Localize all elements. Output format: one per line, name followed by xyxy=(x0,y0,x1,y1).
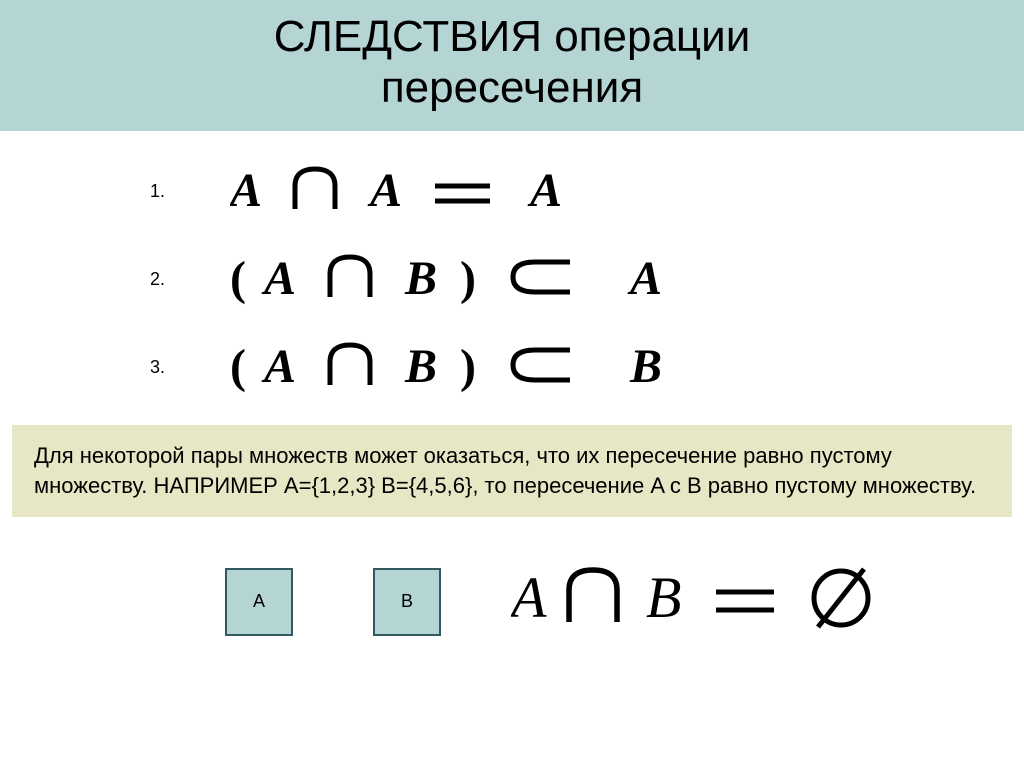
svg-text:A: A xyxy=(367,164,402,217)
svg-text:A: A xyxy=(527,164,562,217)
title-bar: СЛЕДСТВИЯ операции пересечения xyxy=(0,0,1024,131)
page-title: СЛЕДСТВИЯ операции пересечения xyxy=(40,12,984,113)
note-box: Для некоторой пары множеств может оказат… xyxy=(12,425,1012,516)
bottom-formula: A B xyxy=(511,562,901,642)
set-box-a: A xyxy=(225,568,293,636)
formula-1: A A A xyxy=(230,161,650,221)
formula-number: 1. xyxy=(150,181,230,202)
set-box-b: B xyxy=(373,568,441,636)
svg-text:A: A xyxy=(261,252,296,305)
svg-text:A: A xyxy=(627,252,662,305)
note-text: Для некоторой пары множеств может оказат… xyxy=(34,443,976,498)
formula-row-3: 3. ( A B ) B xyxy=(150,337,1024,397)
formula-number: 2. xyxy=(150,269,230,290)
svg-text:A: A xyxy=(230,164,262,217)
svg-text:A: A xyxy=(261,340,296,393)
svg-text:B: B xyxy=(629,340,662,393)
svg-text:): ) xyxy=(460,340,476,393)
formula-3: ( A B ) B xyxy=(230,337,790,397)
set-label-b: B xyxy=(401,591,413,612)
set-boxes: A B xyxy=(225,568,441,636)
formula-list: 1. A A A 2. ( A B ) A xyxy=(150,161,1024,397)
formula-2: ( A B ) A xyxy=(230,249,790,309)
svg-text:B: B xyxy=(646,565,681,630)
svg-text:B: B xyxy=(404,252,437,305)
svg-text:): ) xyxy=(460,252,476,305)
svg-text:(: ( xyxy=(230,252,246,305)
svg-text:A: A xyxy=(511,565,547,630)
title-line1: СЛЕДСТВИЯ операции xyxy=(274,12,751,61)
formula-row-2: 2. ( A B ) A xyxy=(150,249,1024,309)
formula-number: 3. xyxy=(150,357,230,378)
svg-text:B: B xyxy=(404,340,437,393)
set-label-a: A xyxy=(253,591,265,612)
bottom-row: A B A B xyxy=(0,562,1024,642)
svg-text:(: ( xyxy=(230,340,246,393)
title-line2: пересечения xyxy=(381,63,643,112)
formula-row-1: 1. A A A xyxy=(150,161,1024,221)
